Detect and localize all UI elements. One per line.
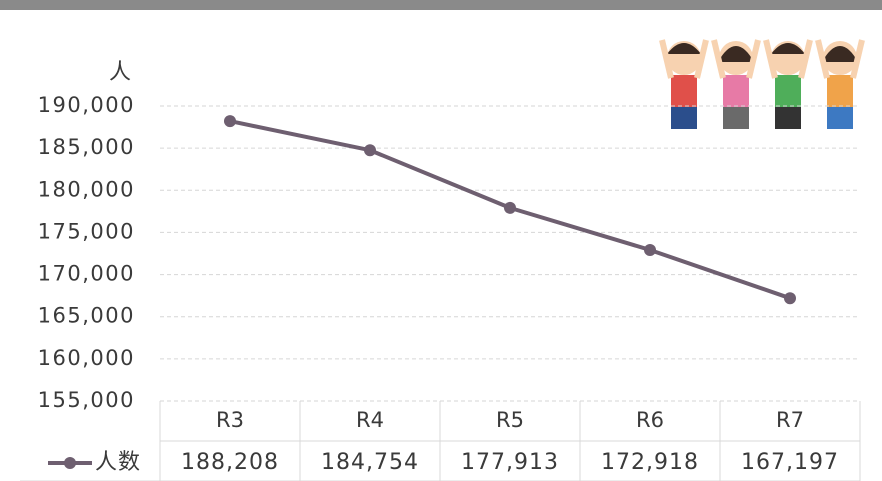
x-tick-label: R6 <box>636 408 664 432</box>
x-tick-label: R5 <box>496 408 524 432</box>
x-tick-label: R3 <box>216 408 244 432</box>
value-label: 184,754 <box>321 450 419 475</box>
y-axis-label: 人 <box>109 60 131 85</box>
value-label: 167,197 <box>741 450 839 475</box>
data-point <box>784 292 796 305</box>
value-label: 188,208 <box>181 450 279 475</box>
y-tick-label: 165,000 <box>38 304 135 328</box>
top-bar <box>0 0 882 10</box>
value-label: 172,918 <box>601 450 699 475</box>
y-tick-label: 185,000 <box>38 135 135 159</box>
y-tick-label: 160,000 <box>38 346 135 370</box>
y-tick-label: 155,000 <box>38 388 135 412</box>
legend-marker <box>64 457 76 469</box>
value-label: 177,913 <box>461 450 559 475</box>
data-point <box>224 115 236 128</box>
y-tick-label: 190,000 <box>38 93 135 117</box>
y-tick-label: 175,000 <box>38 219 135 243</box>
legend-label: 人数 <box>95 450 141 475</box>
illustration <box>659 39 865 129</box>
y-tick-label: 170,000 <box>38 262 135 286</box>
x-tick-label: R4 <box>356 408 384 432</box>
x-tick-label: R7 <box>776 408 804 432</box>
data-point <box>504 201 516 214</box>
data-point <box>364 144 376 157</box>
table-border <box>20 440 860 481</box>
data-point <box>644 243 656 256</box>
y-tick-label: 180,000 <box>38 177 135 201</box>
